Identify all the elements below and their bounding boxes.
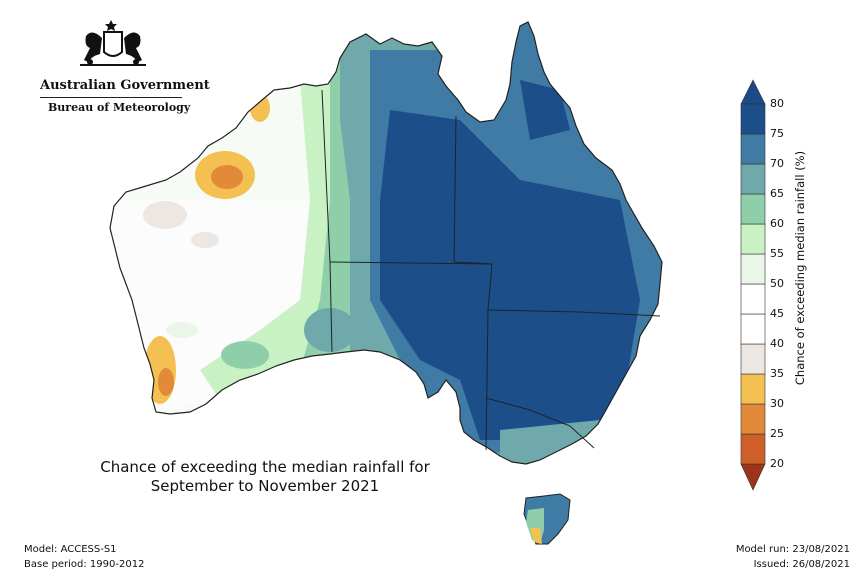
footer-right: Model run: 23/08/2021 Issued: 26/08/2021 (736, 542, 850, 572)
colorbar-band (740, 253, 766, 285)
map-title-line2: September to November 2021 (150, 477, 380, 495)
colorbar-band (740, 223, 766, 255)
colorbar-band (740, 433, 766, 465)
coat-of-arms-icon (80, 20, 146, 66)
bureau-name: Bureau of Meteorology (48, 101, 191, 114)
colorbar-band (740, 283, 766, 315)
colorbar (740, 79, 766, 491)
government-name: Australian Government (40, 78, 210, 93)
map-title: Chance of exceeding the median rainfall … (40, 458, 490, 496)
colorbar-band (740, 133, 766, 165)
colorbar-tick-label: 55 (770, 247, 784, 260)
issued-date: Issued: 26/08/2021 (753, 559, 850, 570)
logo-divider (40, 97, 182, 98)
colorbar-tick-label: 50 (770, 277, 784, 290)
colorbar-tick-label: 30 (770, 397, 784, 410)
colorbar-tick-label: 25 (770, 427, 784, 440)
colorbar-tick-label: 70 (770, 157, 784, 170)
colorbar-tick-label: 60 (770, 217, 784, 230)
colorbar-band (740, 313, 766, 345)
colorbar-band (740, 163, 766, 195)
colorbar-band (740, 103, 766, 135)
colorbar-band (740, 373, 766, 405)
colorbar-tick-label: 40 (770, 337, 784, 350)
base-period: Base period: 1990-2012 (24, 559, 145, 570)
colorbar-tick-label: 20 (770, 457, 784, 470)
colorbar-tick-label: 65 (770, 187, 784, 200)
colorbar-tick-label: 45 (770, 307, 784, 320)
colorbar-tick-label: 75 (770, 127, 784, 140)
colorbar-band (740, 403, 766, 435)
model-name: Model: ACCESS-S1 (24, 544, 117, 555)
colorbar-band (740, 343, 766, 375)
colorbar-tick-label: 35 (770, 367, 784, 380)
map-title-line1: Chance of exceeding the median rainfall … (100, 458, 430, 476)
colorbar-under-arrow (740, 463, 766, 491)
colorbar-tick-label: 80 (770, 97, 784, 110)
state-borders (321, 89, 661, 451)
model-run: Model run: 23/08/2021 (735, 544, 850, 555)
colorbar-over-arrow (740, 79, 766, 105)
tasmania (523, 493, 571, 545)
colorbar-title: Chance of exceeding median rainfall (%) (793, 150, 807, 386)
footer-left: Model: ACCESS-S1 Base period: 1990-2012 (24, 542, 144, 572)
colorbar-band (740, 193, 766, 225)
